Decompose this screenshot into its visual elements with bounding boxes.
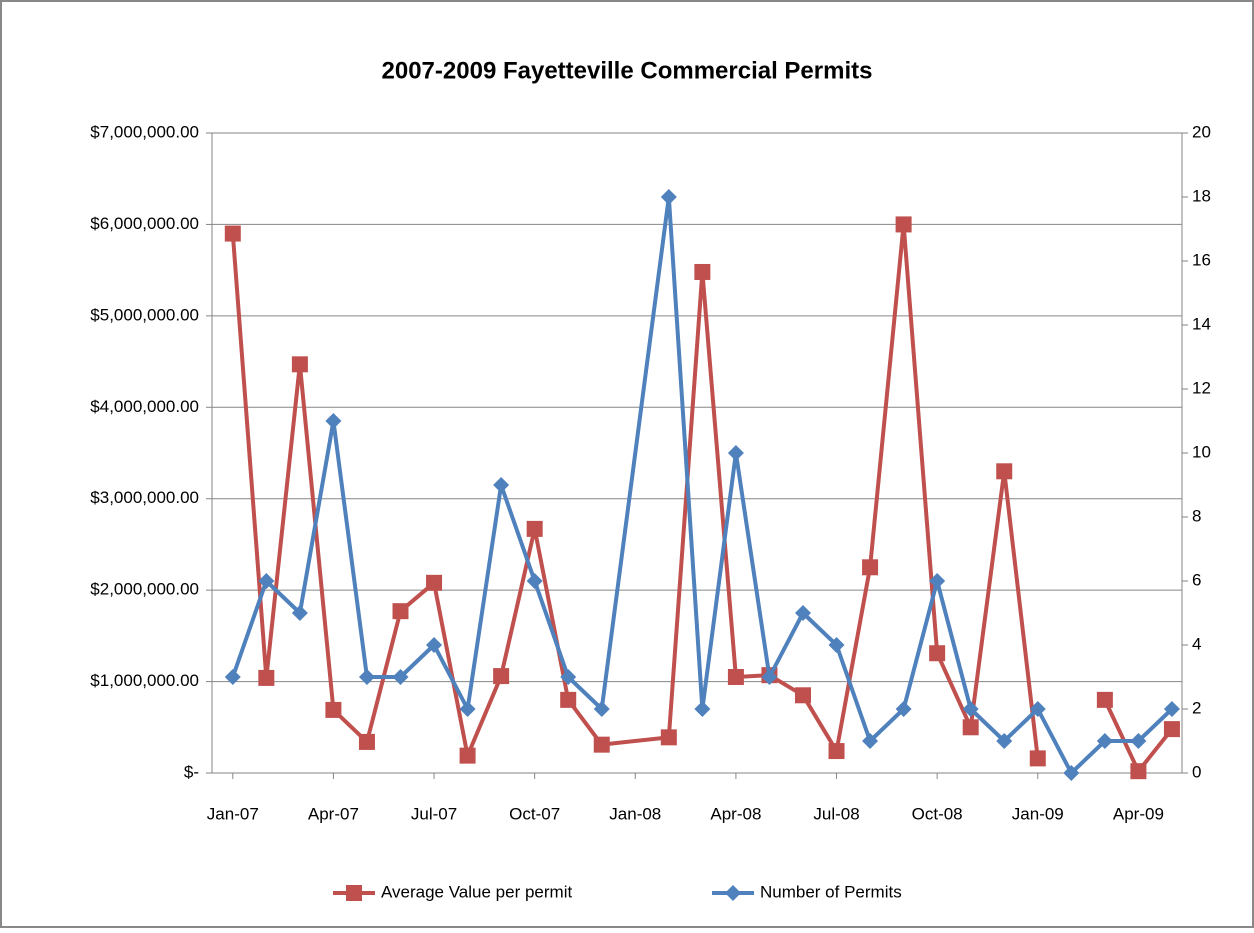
data-point [526, 573, 543, 589]
legend-marker [346, 885, 362, 901]
data-point [426, 637, 443, 653]
y-tick-label: $3,000,000.00 [90, 488, 199, 507]
data-point [794, 687, 811, 704]
chart-title: 2007-2009 Fayetteville Commercial Permit… [382, 57, 873, 84]
data-point [1096, 733, 1113, 749]
y2-tick-label: 20 [1192, 122, 1211, 141]
y2-tick-label: 14 [1192, 314, 1211, 333]
data-point [1130, 763, 1147, 780]
data-point [660, 729, 677, 746]
data-point [258, 573, 275, 589]
data-point [291, 356, 308, 373]
x-tick-label: Oct-07 [509, 804, 560, 823]
y-tick-label: $7,000,000.00 [90, 122, 199, 141]
data-point [358, 669, 375, 685]
data-point [996, 463, 1013, 480]
data-point [526, 520, 543, 537]
data-point [929, 645, 946, 662]
data-point [660, 189, 677, 205]
data-point [459, 701, 476, 717]
x-tick-label: Apr-09 [1113, 804, 1164, 823]
data-point [895, 216, 912, 233]
data-point [694, 263, 711, 280]
data-point [828, 743, 845, 760]
data-point [358, 733, 375, 750]
data-point [761, 669, 778, 685]
y2-tick-label: 18 [1192, 186, 1211, 205]
data-point [560, 669, 577, 685]
x-tick-label: Jan-07 [207, 804, 259, 823]
data-point [996, 733, 1013, 749]
data-point [426, 574, 443, 591]
series-line [230, 195, 1174, 775]
data-point [1130, 733, 1147, 749]
y-tick-label: $4,000,000.00 [90, 397, 199, 416]
data-point [1063, 765, 1080, 781]
data-point [1096, 691, 1113, 708]
data-point [392, 603, 409, 620]
legend-marker [725, 885, 741, 901]
x-tick-label: Jan-08 [609, 804, 661, 823]
y2-tick-label: 12 [1192, 378, 1211, 397]
data-point [593, 701, 610, 717]
x-tick-label: Apr-07 [308, 804, 359, 823]
data-point [325, 413, 342, 429]
data-point [862, 559, 879, 576]
x-tick-label: Jul-08 [813, 804, 859, 823]
x-tick-label: Jan-09 [1012, 804, 1064, 823]
data-point [560, 691, 577, 708]
data-point [1029, 701, 1046, 717]
data-point [224, 669, 241, 685]
data-point [459, 747, 476, 764]
data-point [258, 669, 275, 686]
data-point [493, 668, 510, 685]
data-point [962, 719, 979, 736]
data-point [325, 701, 342, 718]
data-point [929, 573, 946, 589]
y2-tick-label: 6 [1192, 570, 1201, 589]
data-point [794, 605, 811, 621]
data-point [291, 605, 308, 621]
data-point [1029, 750, 1046, 767]
y-tick-label: $2,000,000.00 [90, 580, 199, 599]
y2-tick-label: 8 [1192, 506, 1201, 525]
legend-label: Average Value per permit [381, 882, 572, 901]
data-point [493, 477, 510, 493]
y2-tick-label: 2 [1192, 698, 1201, 717]
legend-label: Number of Permits [760, 882, 902, 901]
data-point [962, 701, 979, 717]
y2-tick-label: 16 [1192, 250, 1211, 269]
x-tick-label: Apr-08 [710, 804, 761, 823]
data-point [828, 637, 845, 653]
y2-tick-label: 4 [1192, 634, 1201, 653]
data-point [392, 669, 409, 685]
data-point [862, 733, 879, 749]
y-tick-label: $6,000,000.00 [90, 214, 199, 233]
x-tick-label: Oct-08 [912, 804, 963, 823]
data-point [895, 701, 912, 717]
data-point [727, 445, 744, 461]
data-point [727, 669, 744, 685]
data-point [224, 225, 241, 242]
y-tick-label: $1,000,000.00 [90, 671, 199, 690]
x-tick-label: Jul-07 [411, 804, 457, 823]
y2-tick-label: 0 [1192, 762, 1201, 781]
y2-tick-label: 10 [1192, 442, 1211, 461]
y-tick-label: $5,000,000.00 [90, 305, 199, 324]
data-point [694, 701, 711, 717]
y-tick-label: $- [184, 762, 199, 781]
data-point [1163, 701, 1180, 717]
data-point [593, 736, 610, 753]
data-point [1163, 721, 1180, 738]
